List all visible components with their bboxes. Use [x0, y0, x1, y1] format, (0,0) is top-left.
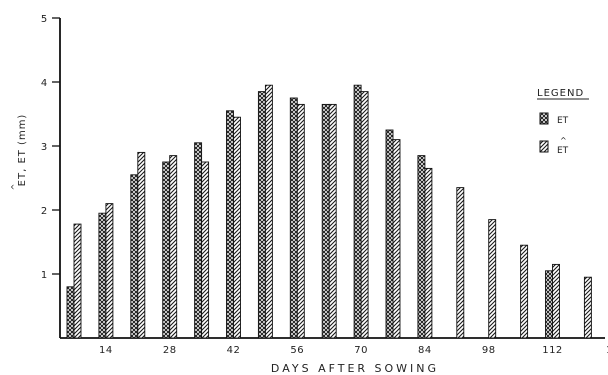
bar-group [321, 103, 337, 339]
bar-group [162, 155, 178, 339]
y-tick-label: 2 [41, 206, 47, 217]
bar-et-hat [105, 203, 114, 339]
legend-label-et-hat-caret: ^ [560, 136, 567, 145]
bar-group [545, 263, 560, 339]
bar-et-hat [583, 276, 592, 339]
bar-et [257, 91, 266, 339]
x-tick-label: 56 [290, 345, 304, 356]
x-tick-label: 98 [482, 345, 496, 356]
legend-swatch-et-hat [539, 140, 549, 153]
bar-group [583, 276, 592, 339]
bar-et-hat [169, 155, 178, 339]
y-tick-label: 4 [41, 78, 47, 89]
bar-et [545, 270, 553, 339]
bar-et [130, 174, 139, 339]
bar-et [98, 212, 107, 339]
bar-group [385, 129, 401, 339]
bar-group [257, 84, 273, 339]
bar-et [194, 142, 203, 339]
bar-group [353, 84, 369, 339]
y-tick-label: 3 [41, 142, 47, 153]
bar-et [385, 129, 394, 339]
bar-et-hat [264, 84, 273, 339]
bar-et-hat [137, 151, 146, 339]
bars [66, 84, 592, 339]
y-ticks: 1 2 3 4 5 [41, 14, 60, 281]
x-ticks: 14 28 42 56 70 84 98 112 126 [99, 345, 608, 356]
x-tick-label: 28 [163, 345, 177, 356]
y-tick-label: 5 [41, 14, 47, 25]
legend: LEGEND ET ^ ET [537, 88, 589, 156]
x-tick-label: 70 [354, 345, 368, 356]
bar-et-hat [328, 103, 337, 339]
x-tick-label: 112 [542, 345, 563, 356]
y-axis-label-text: ET, ET (mm) [17, 114, 28, 187]
bar-et-hat [552, 263, 560, 339]
bar-group [98, 203, 114, 339]
bar-et-hat [392, 139, 401, 339]
bar-group [520, 244, 529, 339]
bar-et [353, 84, 362, 339]
bar-group [289, 97, 305, 339]
y-axis-label-hat: ^ [10, 184, 19, 191]
bar-et [417, 155, 426, 339]
bar-et-hat [296, 103, 305, 339]
bar-et-hat [233, 116, 241, 339]
bar-et-hat [360, 91, 369, 339]
legend-swatch-et [539, 112, 549, 125]
x-axis-label: DAYS AFTER SOWING [271, 362, 439, 375]
legend-label-et-hat: ET [557, 146, 569, 156]
y-axis-label: ET, ET (mm) ^ [10, 114, 28, 191]
bar-et-hat [201, 161, 210, 339]
bar-et-hat [456, 187, 465, 339]
bar-group [130, 151, 146, 339]
bar-et [289, 97, 298, 339]
bar-group [66, 223, 82, 339]
bar-group [456, 187, 465, 339]
bar-et [66, 286, 75, 339]
bar-et-hat [488, 219, 497, 339]
bar-et [162, 161, 171, 339]
bar-et-hat [73, 223, 82, 339]
bar-et [226, 110, 234, 339]
x-tick-label: 126 [606, 345, 608, 356]
y-tick-label: 1 [41, 270, 47, 281]
bar-et-hat [424, 167, 433, 339]
bar-et-hat [520, 244, 529, 339]
x-tick-label: 84 [418, 345, 432, 356]
bar-group [417, 155, 433, 339]
bar-group [226, 110, 241, 339]
bar-et [321, 103, 330, 339]
x-tick-label: 42 [227, 345, 241, 356]
bar-group [194, 142, 210, 339]
bar-group [488, 219, 497, 339]
legend-title: LEGEND [537, 88, 584, 99]
legend-label-et: ET [557, 116, 569, 126]
x-tick-label: 14 [99, 345, 113, 356]
